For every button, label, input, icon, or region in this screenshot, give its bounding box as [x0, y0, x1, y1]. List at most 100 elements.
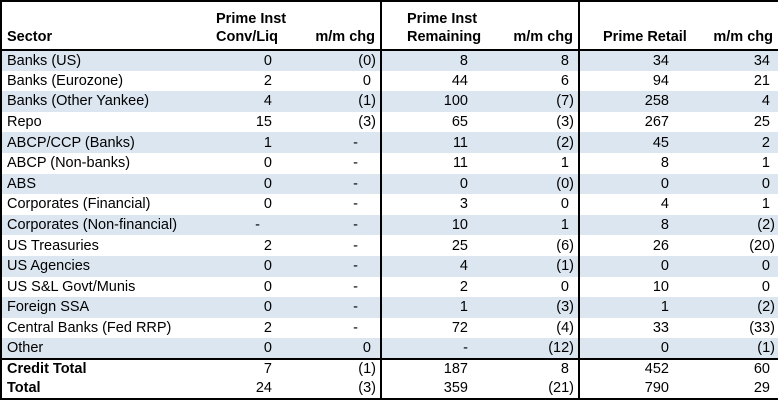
sector-cell: Banks (Other Yankee)	[7, 93, 150, 110]
value-cell: 10	[578, 276, 691, 298]
value-cell: (6)	[556, 237, 574, 254]
table-row: Repo 15 (3) 65 (3) 267 25	[1, 111, 778, 133]
table-row: Corporates (Non-financial) - - 10 1 8 (2)	[1, 214, 778, 236]
value-cell: (1)	[757, 340, 775, 357]
value-cell: 29	[753, 380, 770, 397]
total-row: Total 24 (3) 359 (21) 790 29	[1, 378, 778, 399]
table-row: Banks (Eurozone) 2 0 44 6 94 21	[1, 70, 778, 92]
value-cell: 7	[206, 357, 281, 379]
value-cell: 2	[263, 237, 272, 254]
value-cell: 4	[761, 93, 770, 110]
value-cell: 1	[263, 134, 272, 151]
value-cell: (0)	[358, 52, 376, 69]
value-cell: 10	[380, 214, 481, 236]
value-cell: (0)	[556, 175, 574, 192]
value-cell: 0	[578, 255, 691, 277]
sector-cell: ABS	[7, 175, 37, 192]
table-row: ABCP/CCP (Banks) 1 - 11 (2) 45 2	[1, 132, 778, 153]
header-prime-retail: Prime Retail	[578, 1, 691, 51]
value-cell: (2)	[556, 134, 574, 151]
value-cell: 45	[578, 132, 691, 153]
value-cell: 24	[255, 380, 272, 397]
value-cell: -	[353, 299, 358, 316]
value-cell: 25	[380, 235, 481, 256]
value-cell: 1	[578, 297, 691, 318]
table-row: ABS 0-0 (0) 0 0	[1, 173, 778, 195]
header-prime-inst-line: Prime Inst	[407, 11, 478, 27]
value-cell: 6	[560, 72, 569, 89]
header-prime-inst-convliq: Prime Inst Conv/Liq	[206, 1, 286, 51]
value-cell: 72	[380, 317, 481, 339]
sector-cell: Banks (US)	[7, 52, 82, 69]
value-cell: 15	[255, 114, 272, 131]
sector-cell: US Treasuries	[7, 237, 99, 254]
table-row: Foreign SSA 0-1 (3) 1 (2)	[1, 297, 778, 318]
value-cell: 4	[578, 194, 691, 215]
table-row: US Treasuries 2 - 25 (6) 26 (20)	[1, 235, 778, 256]
total-row-label: Total	[7, 380, 41, 397]
value-cell: (2)	[757, 299, 775, 316]
value-cell: 2	[761, 134, 770, 151]
header-mm-chg-1: m/m chg	[281, 1, 381, 51]
value-cell: 60	[691, 357, 778, 379]
value-cell: 452	[578, 357, 691, 379]
total-row: Credit Total 7 (1) 187 8 452 60	[1, 357, 778, 379]
value-cell: (3)	[556, 299, 574, 316]
value-cell: -	[353, 320, 358, 337]
header-remaining-line: Remaining	[407, 29, 482, 45]
value-cell: 0	[560, 278, 569, 295]
value-cell: 0	[263, 52, 272, 69]
value-cell: 0	[761, 175, 770, 192]
sector-cell: Foreign SSA	[7, 299, 90, 316]
value-cell: 3	[380, 194, 481, 215]
header-mm-chg-2: m/m chg	[481, 1, 579, 51]
value-cell: 25	[753, 114, 770, 131]
value-cell: 65	[380, 111, 481, 133]
value-cell: 0	[263, 155, 272, 172]
value-cell: (1)	[556, 258, 574, 275]
value-cell: 8	[560, 52, 569, 69]
value-cell: 258	[578, 91, 691, 112]
sector-cell: US Agencies	[7, 258, 91, 275]
value-cell: -	[380, 338, 481, 359]
value-cell: (3)	[556, 114, 574, 131]
value-cell: 359	[380, 378, 481, 399]
header-row: Sector Prime Inst Conv/Liq m/m chg Prime…	[1, 1, 778, 51]
table-row: ABCP (Non-banks) 0-11 1 8 1	[1, 152, 778, 174]
value-cell: -	[353, 278, 358, 295]
value-cell: 4	[380, 255, 481, 277]
value-cell: 8	[380, 50, 481, 71]
header-convliq-line: Conv/Liq	[216, 29, 279, 45]
value-cell: 790	[578, 378, 691, 399]
value-cell: -	[353, 237, 358, 254]
table-row: US S&L Govt/Munis 0-2 0 10 0	[1, 276, 778, 298]
sector-cell: Central Banks (Fed RRP)	[7, 320, 172, 337]
sector-cell: US S&L Govt/Munis	[7, 278, 136, 295]
value-cell: 0	[263, 340, 272, 357]
value-cell: 0	[263, 258, 272, 275]
sector-cell: ABCP/CCP (Banks)	[7, 134, 135, 151]
value-cell: 4	[263, 93, 272, 110]
value-cell: 0	[380, 173, 481, 195]
value-cell: 8	[578, 214, 691, 236]
value-cell: 26	[578, 235, 691, 256]
value-cell: 100	[380, 91, 481, 112]
value-cell: (33)	[749, 320, 775, 337]
value-cell: 0	[578, 338, 691, 359]
sector-cell: ABCP (Non-banks)	[7, 155, 131, 172]
value-cell: (1)	[281, 357, 381, 379]
value-cell: -	[353, 155, 358, 172]
value-cell: (3)	[358, 114, 376, 131]
value-cell: 11	[380, 152, 481, 174]
value-cell: 0	[761, 258, 770, 275]
value-cell: -	[353, 196, 358, 213]
value-cell: 0	[362, 72, 371, 89]
table-row: Other 0 0- (12) 0 (1)	[1, 338, 778, 359]
value-cell: 1	[560, 155, 569, 172]
value-cell: 0	[560, 196, 569, 213]
value-cell: 44	[380, 70, 481, 92]
value-cell: 0	[362, 340, 371, 357]
value-cell: (4)	[556, 320, 574, 337]
value-cell: (2)	[757, 217, 775, 234]
